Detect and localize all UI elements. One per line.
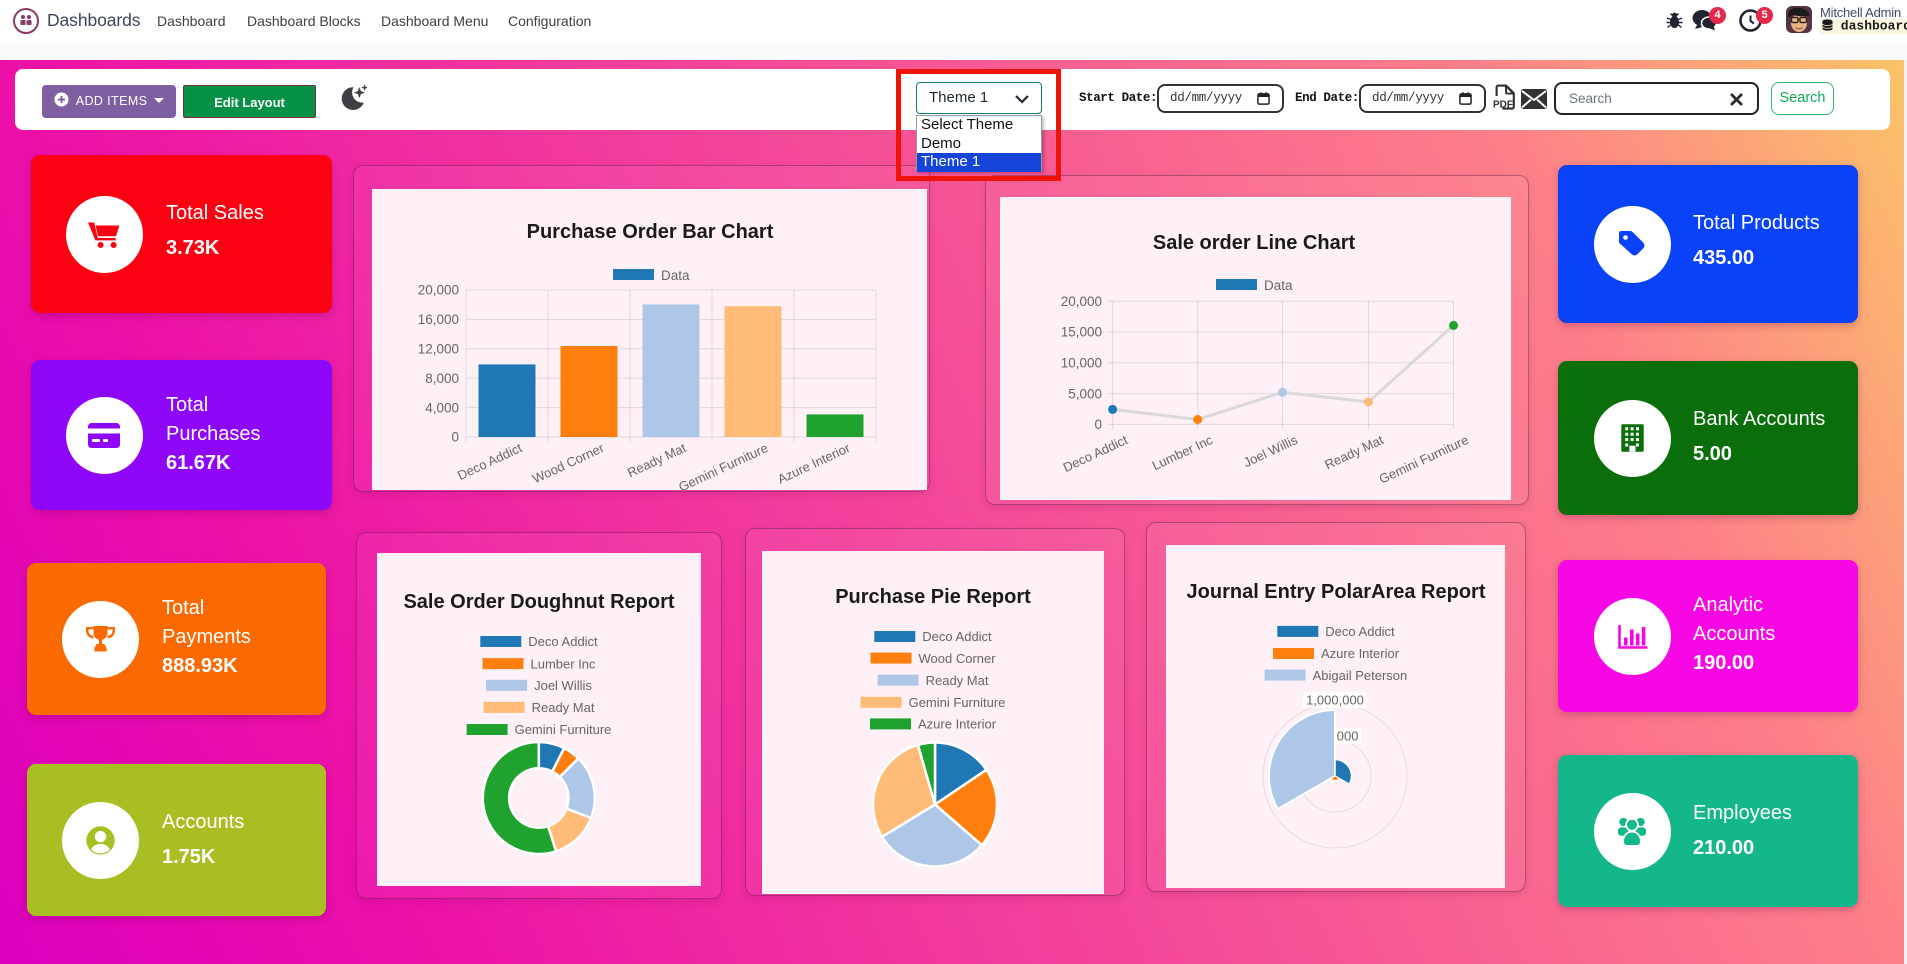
svg-text:Azure Interior: Azure Interior (1321, 646, 1400, 661)
svg-text:Sale order Line Chart: Sale order Line Chart (1153, 232, 1356, 254)
svg-text:Sale Order Doughnut Report: Sale Order Doughnut Report (403, 591, 674, 613)
svg-text:Gemini Furniture: Gemini Furniture (515, 722, 612, 737)
svg-text:Deco Addict: Deco Addict (922, 629, 992, 644)
svg-text:Ready Mat: Ready Mat (926, 673, 989, 688)
svg-text:Wood Corner: Wood Corner (919, 651, 997, 666)
svg-text:PDF: PDF (1493, 100, 1513, 111)
svg-text:Deco Addict: Deco Addict (1325, 624, 1395, 639)
svg-text:0: 0 (451, 430, 459, 445)
svg-text:15,000: 15,000 (1061, 325, 1102, 340)
svg-text:Lumber Inc: Lumber Inc (531, 656, 597, 671)
svg-text:Joel Willis: Joel Willis (534, 678, 592, 693)
svg-text:10,000: 10,000 (1061, 356, 1102, 371)
svg-text:12,000: 12,000 (418, 342, 459, 357)
svg-text:Data: Data (1264, 278, 1293, 293)
svg-text:0: 0 (1094, 417, 1102, 432)
svg-text:Deco Addict: Deco Addict (528, 634, 598, 649)
svg-text:20,000: 20,000 (1061, 294, 1102, 309)
svg-text:1,000,000: 1,000,000 (1306, 693, 1364, 708)
svg-text:Journal Entry PolarArea Report: Journal Entry PolarArea Report (1187, 581, 1486, 603)
svg-text:16,000: 16,000 (418, 312, 459, 327)
svg-text:Abigail Peterson: Abigail Peterson (1313, 668, 1408, 683)
svg-text:5,000: 5,000 (1068, 386, 1102, 401)
svg-text:4,000: 4,000 (425, 400, 459, 415)
svg-text:Ready Mat: Ready Mat (532, 700, 595, 715)
svg-text:Gemini Furniture: Gemini Furniture (909, 695, 1006, 710)
svg-text:Purchase Order Bar Chart: Purchase Order Bar Chart (527, 221, 774, 243)
svg-text:8,000: 8,000 (425, 371, 459, 386)
svg-text:Data: Data (661, 268, 690, 283)
svg-text:20,000: 20,000 (418, 283, 459, 298)
svg-text:Azure Interior: Azure Interior (918, 717, 997, 732)
svg-text:Purchase Pie Report: Purchase Pie Report (835, 586, 1031, 608)
